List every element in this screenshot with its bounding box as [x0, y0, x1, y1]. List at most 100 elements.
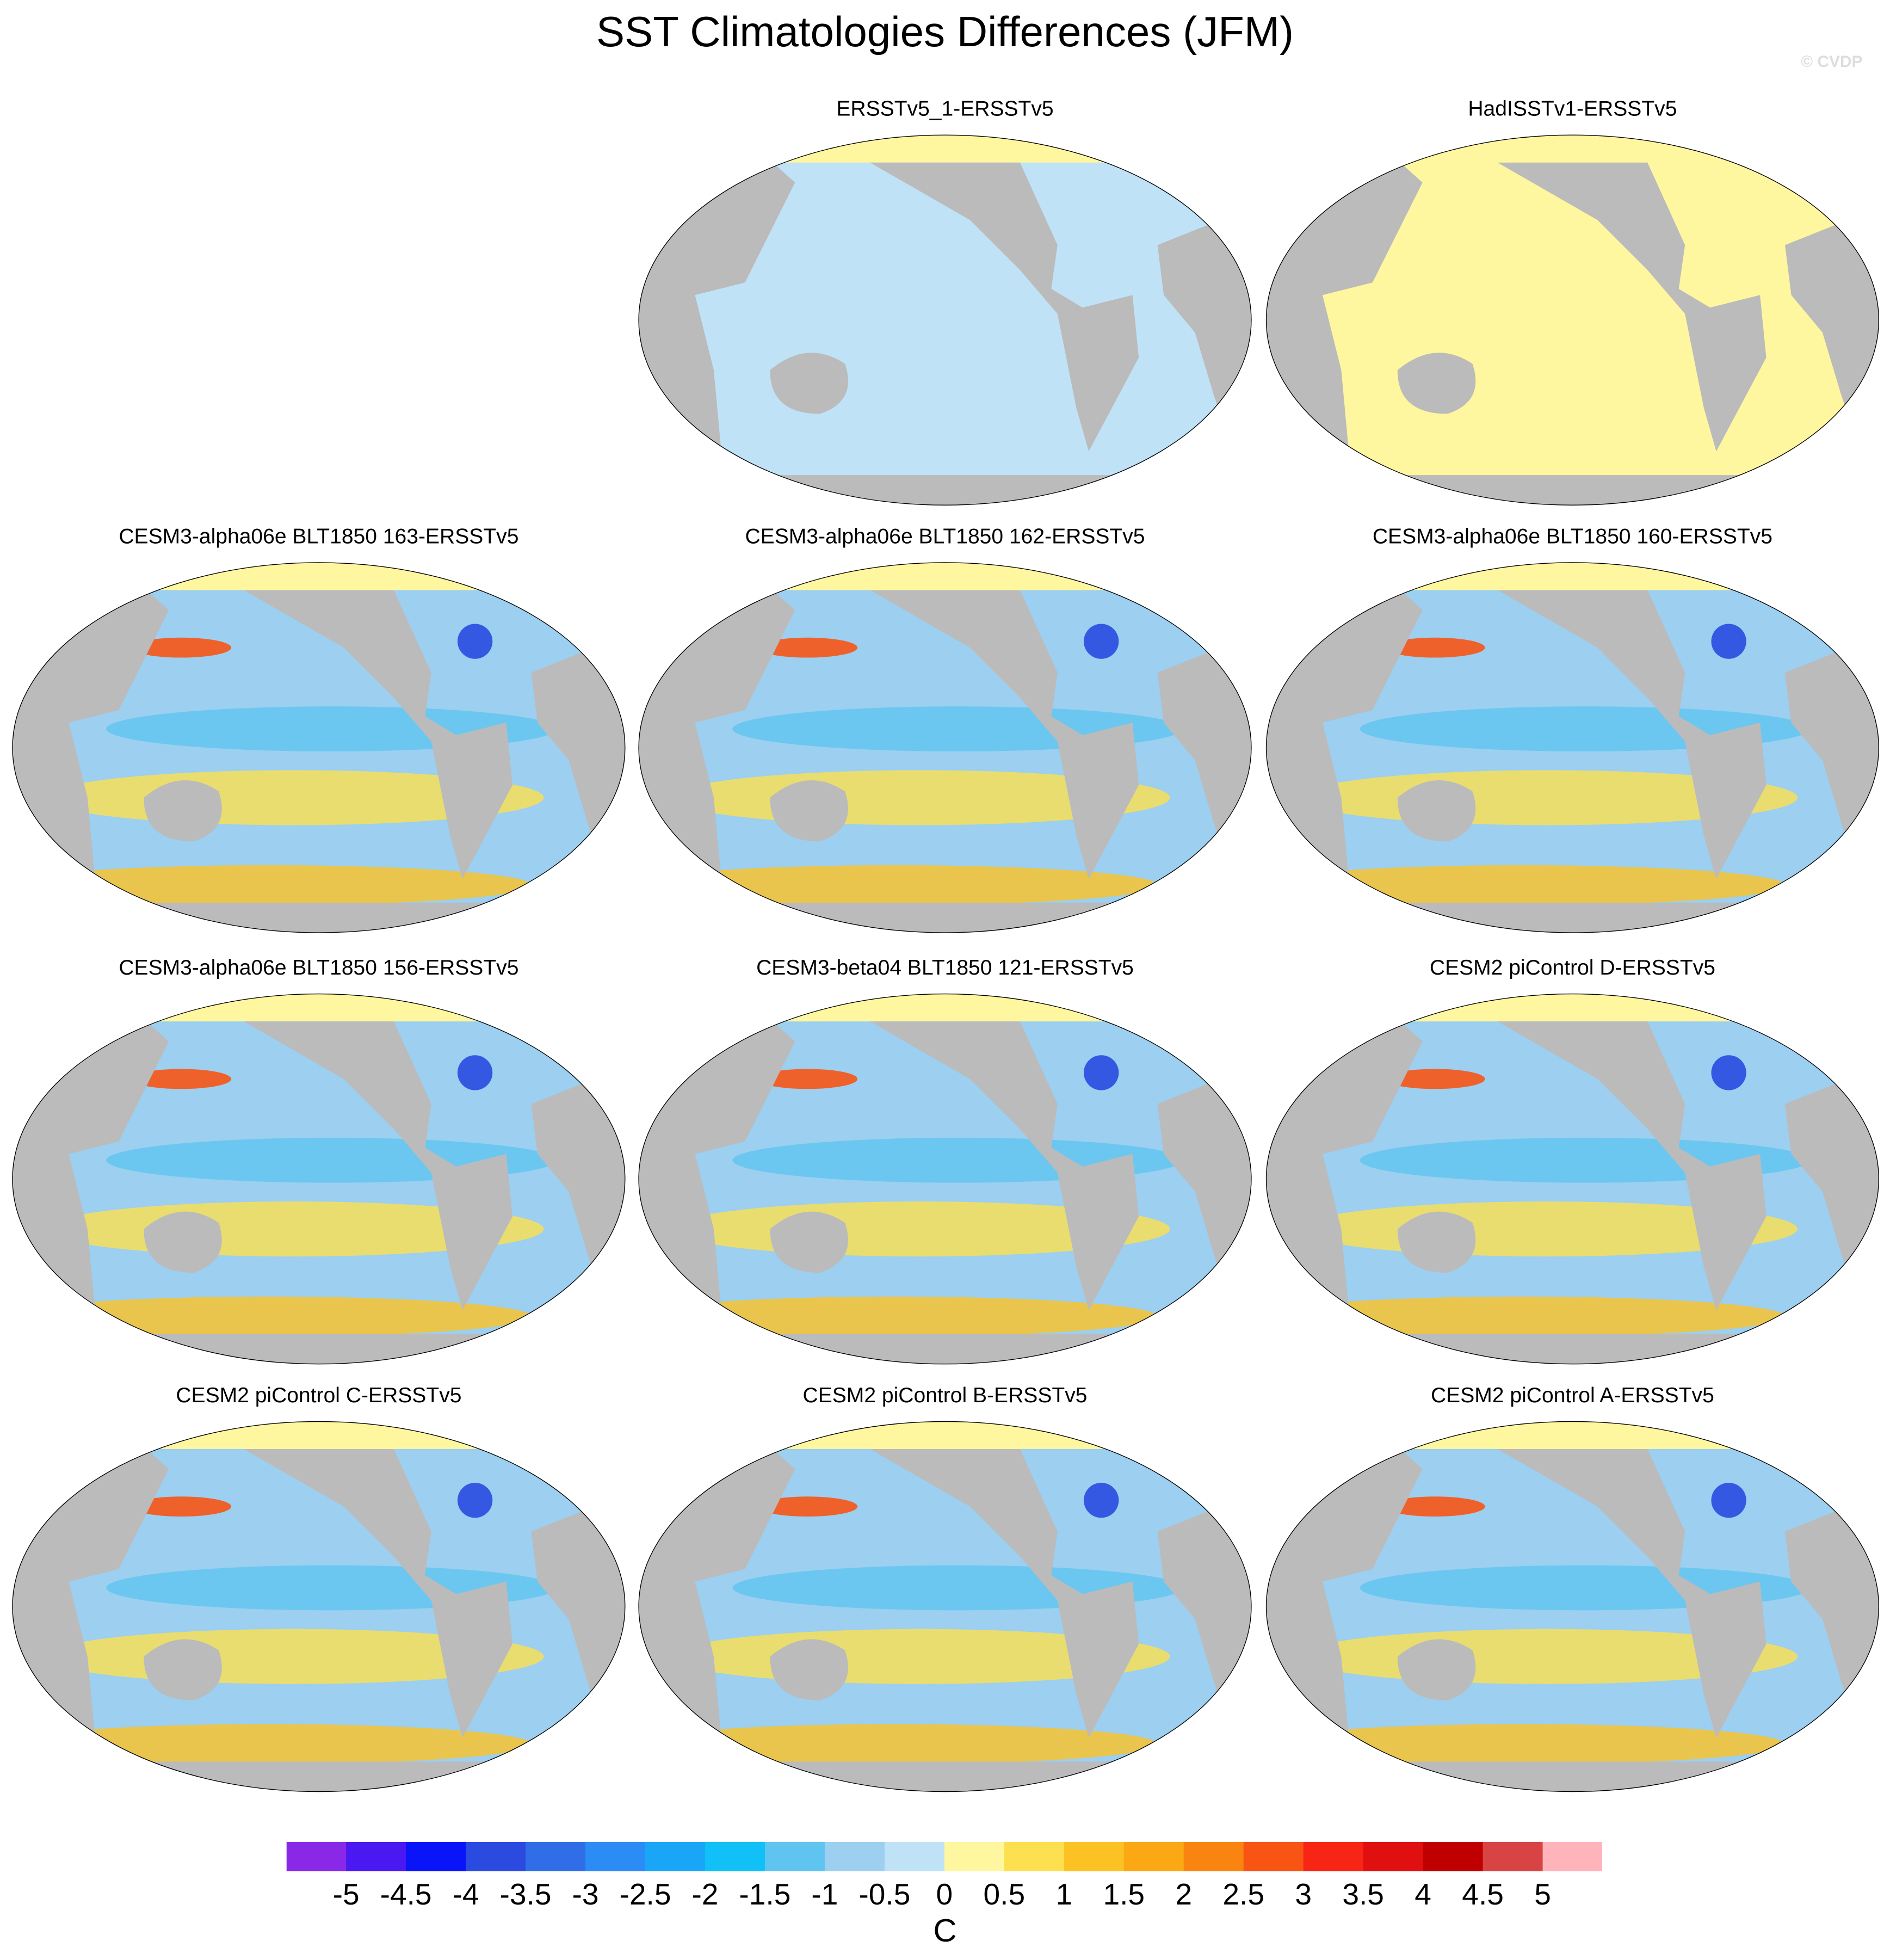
- map-body: [639, 562, 1251, 933]
- arctic-band: [1266, 994, 1879, 1022]
- map: [1265, 1421, 1880, 1792]
- antarctica: [639, 1334, 1251, 1364]
- anomaly: [457, 1482, 493, 1518]
- map-body: [1266, 562, 1879, 933]
- arctic-band: [639, 562, 1251, 590]
- map-outline: [638, 134, 1252, 506]
- colorbar-unit: C: [933, 1912, 956, 1949]
- antarctica: [12, 902, 625, 933]
- colorbar-label: 5: [1534, 1877, 1551, 1911]
- land: [1397, 780, 1476, 842]
- anomaly: [1711, 1055, 1746, 1090]
- land: [1497, 1449, 1767, 1738]
- map-body: [639, 994, 1251, 1364]
- map-body: [1266, 1421, 1879, 1792]
- colorbar-label: 1: [1055, 1877, 1072, 1911]
- anomaly: [131, 637, 232, 658]
- antarctica: [639, 475, 1251, 506]
- arctic-band: [12, 1421, 625, 1449]
- land: [870, 162, 1139, 452]
- anomaly: [1385, 637, 1485, 658]
- map: [638, 134, 1252, 506]
- colorbar-swatch: [705, 1841, 765, 1872]
- colorbar-swatch: [1183, 1841, 1244, 1872]
- colorbar-swatch: [884, 1841, 945, 1872]
- colorbar-swatch: [824, 1841, 885, 1872]
- colorbar-label: 3: [1295, 1877, 1312, 1911]
- colorbar-swatch: [1303, 1841, 1364, 1872]
- antarctica: [1266, 475, 1879, 506]
- colorbar-swatch: [1123, 1841, 1184, 1872]
- figure-title: SST Climatologies Differences (JFM): [596, 8, 1294, 56]
- map-body: [12, 1421, 625, 1792]
- arctic-band: [1266, 562, 1879, 590]
- colorbar-swatch: [944, 1841, 1005, 1872]
- colorbar-label: 4.5: [1462, 1877, 1504, 1911]
- anomaly: [12, 1296, 532, 1337]
- colorbar-label: -1: [811, 1877, 838, 1911]
- map-body: [12, 994, 625, 1364]
- panel-title: CESM3-alpha06e BLT1850 162-ERSSTv5: [745, 525, 1145, 548]
- colorbar-swatch: [585, 1841, 646, 1872]
- land: [1497, 1021, 1767, 1310]
- map: [1265, 134, 1880, 506]
- antarctica: [1266, 1334, 1879, 1364]
- panel-title: HadISSTv1-ERSSTv5: [1468, 97, 1677, 121]
- map: [638, 562, 1252, 933]
- arctic-band: [12, 562, 625, 590]
- colorbar-swatch: [286, 1841, 347, 1872]
- colorbar-swatch: [526, 1841, 586, 1872]
- land: [244, 1021, 513, 1310]
- colorbar-swatch: [466, 1841, 526, 1872]
- colorbar-swatch: [1243, 1841, 1304, 1872]
- colorbar-label: 4: [1415, 1877, 1431, 1911]
- land: [770, 1639, 848, 1700]
- anomaly: [757, 1069, 858, 1089]
- panel-title: CESM2 piControl C-ERSSTv5: [176, 1384, 461, 1407]
- map: [638, 1421, 1252, 1792]
- colorbar-label: -0.5: [858, 1877, 910, 1911]
- anomaly: [1266, 865, 1785, 905]
- colorbar-label: -3.5: [500, 1877, 552, 1911]
- land: [770, 780, 848, 842]
- panel-title: CESM2 piControl B-ERSSTv5: [803, 1384, 1088, 1407]
- map-outline: [638, 1421, 1252, 1792]
- anomaly: [1084, 624, 1119, 659]
- map: [12, 562, 626, 933]
- land: [244, 1449, 513, 1738]
- map-body: [12, 562, 625, 933]
- colorbar-label: -2: [691, 1877, 718, 1911]
- map-outline: [638, 562, 1252, 933]
- land: [870, 1021, 1139, 1310]
- colorbar-label: -3: [572, 1877, 599, 1911]
- antarctica: [639, 1761, 1251, 1792]
- arctic-band: [12, 994, 625, 1022]
- anomaly: [639, 1296, 1158, 1337]
- land: [144, 780, 222, 842]
- land: [870, 1449, 1139, 1738]
- anomaly: [1084, 1055, 1119, 1090]
- colorbar-label: -2.5: [619, 1877, 671, 1911]
- land: [1497, 162, 1767, 452]
- arctic-band: [639, 1421, 1251, 1449]
- colorbar-swatch: [1542, 1841, 1603, 1872]
- map-outline: [1265, 993, 1880, 1365]
- panel-title: CESM2 piControl D-ERSSTv5: [1430, 956, 1715, 979]
- map-body: [1266, 135, 1879, 506]
- map-outline: [12, 1421, 626, 1792]
- map-body: [639, 1421, 1251, 1792]
- colorbar-swatch: [406, 1841, 466, 1872]
- colorbar-label: -4.5: [380, 1877, 432, 1911]
- anomaly: [1084, 1482, 1119, 1518]
- map-body: [639, 135, 1251, 506]
- anomaly: [1711, 624, 1746, 659]
- colorbar-label: 2: [1175, 1877, 1192, 1911]
- arctic-band: [639, 994, 1251, 1022]
- arctic-band: [639, 135, 1251, 163]
- map-outline: [12, 993, 626, 1365]
- colorbar-label: 0: [936, 1877, 953, 1911]
- anomaly: [639, 865, 1158, 905]
- map-outline: [638, 993, 1252, 1365]
- map: [1265, 562, 1880, 933]
